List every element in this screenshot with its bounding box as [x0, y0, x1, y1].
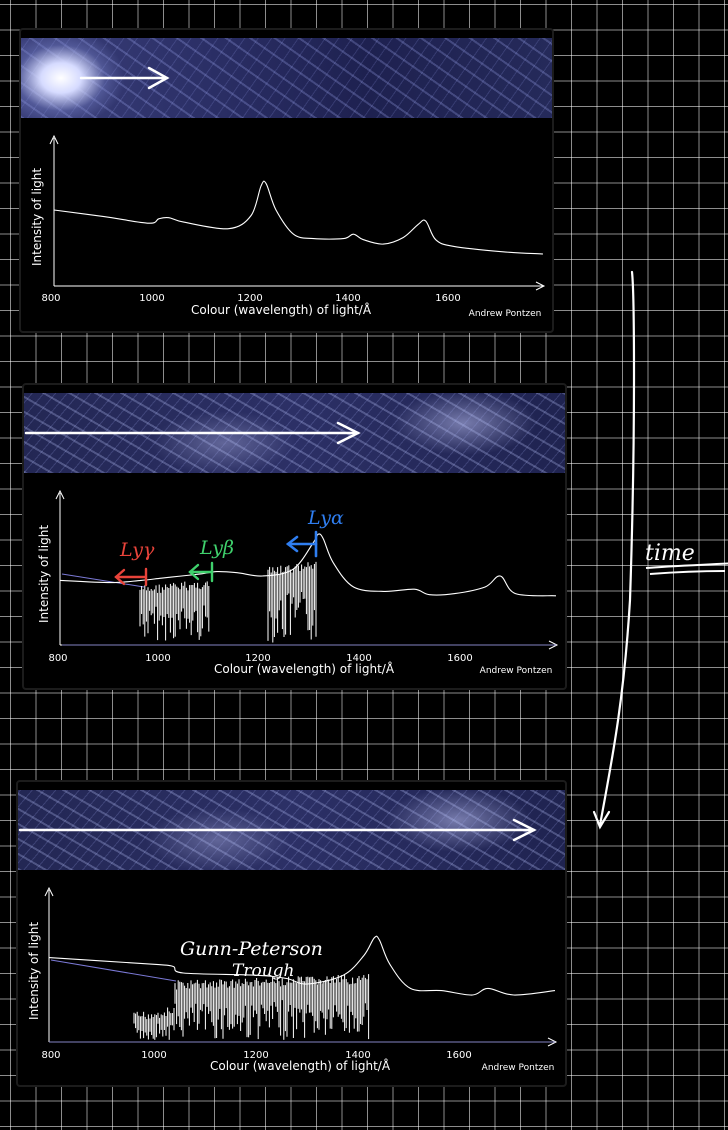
- spectrum-chart-3: Intensity of light 800 1000 1200 1400 16…: [27, 886, 558, 1073]
- y-axis-arrow: [55, 489, 65, 500]
- spectrum-panel-3: Intensity of light 800 1000 1200 1400 16…: [16, 780, 567, 1087]
- credit: Andrew Pontzen: [482, 1063, 555, 1073]
- time-label: time: [645, 541, 695, 566]
- spectrum-panel-2: Intensity of light 800 1000 1200 1400 16…: [22, 383, 567, 690]
- tick-800: 800: [41, 1050, 60, 1061]
- tick-1200: 1200: [237, 293, 262, 304]
- lyman-forest-alpha: [267, 561, 317, 643]
- spectrum-chart-2: Intensity of light 800 1000 1200 1400 16…: [37, 489, 559, 676]
- tick-1400: 1400: [335, 293, 360, 304]
- x-axis-label: Colour (wavelength) of light/Å: [210, 1058, 391, 1073]
- y-axis-arrow: [44, 886, 54, 897]
- tick-1600: 1600: [446, 1050, 471, 1061]
- tick-1200: 1200: [243, 1050, 268, 1061]
- y-axis-arrow: [49, 134, 59, 145]
- tick-1400: 1400: [345, 1050, 370, 1061]
- x-axis-arrow: [547, 1037, 558, 1047]
- light-direction-arrow-1: [79, 66, 170, 90]
- tick-1600: 1600: [447, 653, 472, 664]
- spectrum-line: [48, 935, 556, 996]
- light-direction-arrow-2: [24, 421, 361, 445]
- x-axis-arrow: [535, 281, 546, 291]
- tick-1200: 1200: [245, 653, 270, 664]
- time-arrow: [592, 270, 636, 830]
- y-axis-label: Intensity of light: [37, 525, 51, 623]
- time-annotation: time: [645, 541, 728, 575]
- spectrum-line: [59, 533, 557, 597]
- spectrum-line: [53, 180, 544, 255]
- time-underline: [645, 562, 728, 569]
- x-axis-arrow: [548, 640, 559, 650]
- lyman-forest-beta: [139, 581, 210, 641]
- spectrum-chart-1: Intensity of light 800 1000 1200 1400 16…: [30, 134, 546, 319]
- unabsorbed-continuum: [61, 573, 145, 588]
- tick-1000: 1000: [139, 293, 164, 304]
- tick-1000: 1000: [141, 1050, 166, 1061]
- cosmic-web-image-2: [24, 393, 565, 473]
- tick-800: 800: [48, 653, 67, 664]
- tick-1000: 1000: [145, 653, 170, 664]
- gunn-peterson-trough-narrow: [133, 1007, 175, 1040]
- light-direction-arrow-3: [18, 818, 537, 842]
- spectrum-panel-1: Intensity of light 800 1000 1200 1400 16…: [19, 28, 554, 333]
- x-axis-label: Colour (wavelength) of light/Å: [191, 302, 372, 317]
- x-axis-label: Colour (wavelength) of light/Å: [214, 661, 395, 676]
- credit: Andrew Pontzen: [469, 309, 542, 319]
- cosmic-web-image-1: [21, 38, 552, 118]
- y-axis-label: Intensity of light: [30, 168, 44, 266]
- time-underline-2: [649, 570, 726, 575]
- tick-1400: 1400: [346, 653, 371, 664]
- tick-800: 800: [41, 293, 60, 304]
- gunn-peterson-trough: [174, 974, 370, 1040]
- unabsorbed-continuum: [50, 959, 177, 982]
- y-axis-label: Intensity of light: [27, 922, 41, 1020]
- cosmic-web-image-3: [18, 790, 565, 870]
- credit: Andrew Pontzen: [480, 666, 553, 676]
- tick-1600: 1600: [435, 293, 460, 304]
